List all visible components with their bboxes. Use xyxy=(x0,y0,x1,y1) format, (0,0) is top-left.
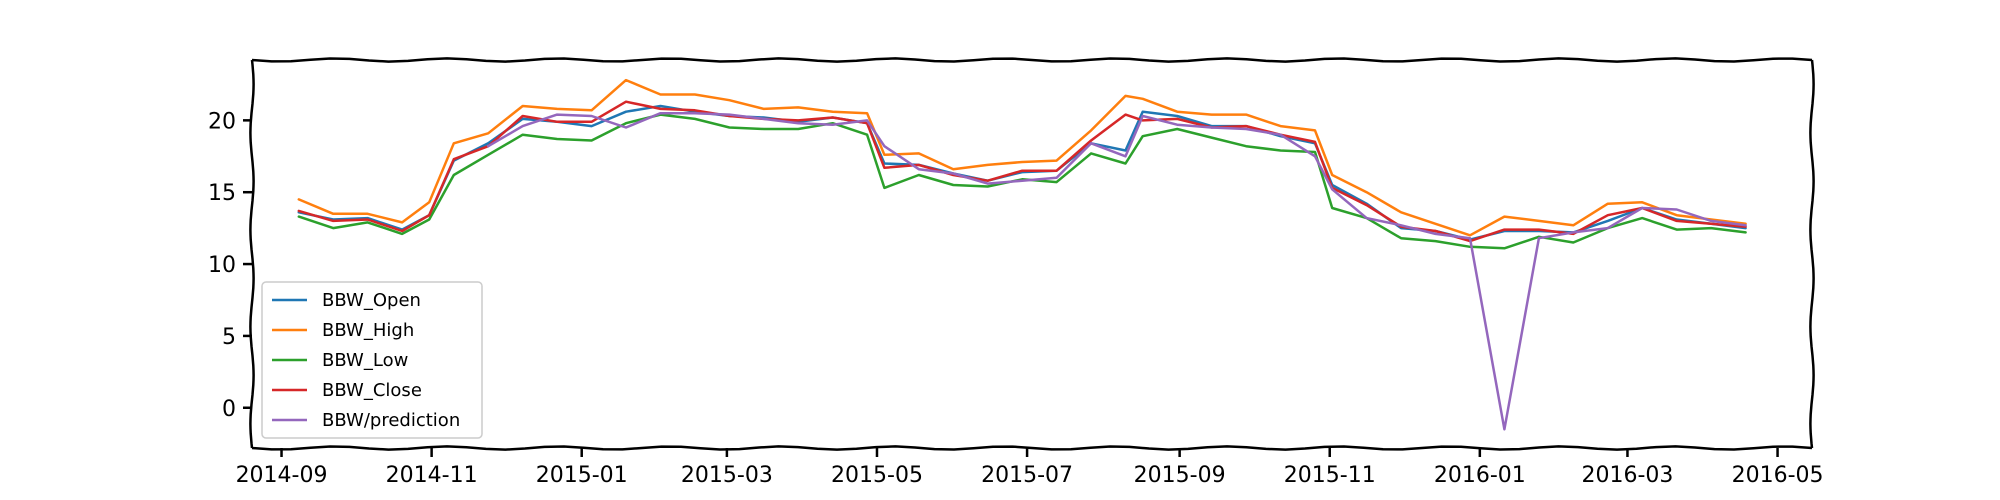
x-axis: 2014-09 2014-11 2015-01 2015-03 2015-05 2015-… xyxy=(236,448,1824,488)
legend: BBW_Open BBW_High BBW_Low BBW_Close BBW/pred… xyxy=(261,281,483,439)
series-line-3 xyxy=(297,100,1747,243)
legend-label: BBW_High xyxy=(322,320,414,341)
y-tick-label: 20 xyxy=(208,109,236,134)
y-tick-label: 0 xyxy=(222,397,236,422)
y-tick-label: 10 xyxy=(208,253,236,278)
x-tick-label: 2014-09 xyxy=(236,463,328,488)
legend-label: BBW_Low xyxy=(322,350,408,371)
x-tick-label: 2015-01 xyxy=(536,463,628,488)
x-tick-label: 2014-11 xyxy=(386,463,478,488)
x-tick-label: 2015-03 xyxy=(681,463,773,488)
x-tick-label: 2015-11 xyxy=(1284,463,1376,488)
series-line-1 xyxy=(297,78,1747,237)
plot-frame xyxy=(249,57,1815,451)
series-layer xyxy=(297,78,1747,431)
y-tick-label: 15 xyxy=(208,181,236,206)
x-tick-label: 2015-07 xyxy=(981,463,1073,488)
legend-label: BBW_Open xyxy=(322,290,421,311)
legend-label: BBW/prediction xyxy=(322,410,460,431)
x-tick-label: 2016-01 xyxy=(1434,463,1526,488)
legend-box xyxy=(261,281,483,439)
x-tick-label: 2015-09 xyxy=(1134,463,1226,488)
x-tick-label: 2016-03 xyxy=(1581,463,1673,488)
x-tick-label: 2015-05 xyxy=(831,463,923,488)
legend-label: BBW_Close xyxy=(322,380,422,401)
y-axis: 0 5 10 15 20 xyxy=(208,109,252,422)
x-tick-label: 2016-05 xyxy=(1732,463,1824,488)
series-line-2 xyxy=(297,113,1747,250)
series-line-4 xyxy=(486,111,1747,431)
y-tick-label: 5 xyxy=(222,325,236,350)
